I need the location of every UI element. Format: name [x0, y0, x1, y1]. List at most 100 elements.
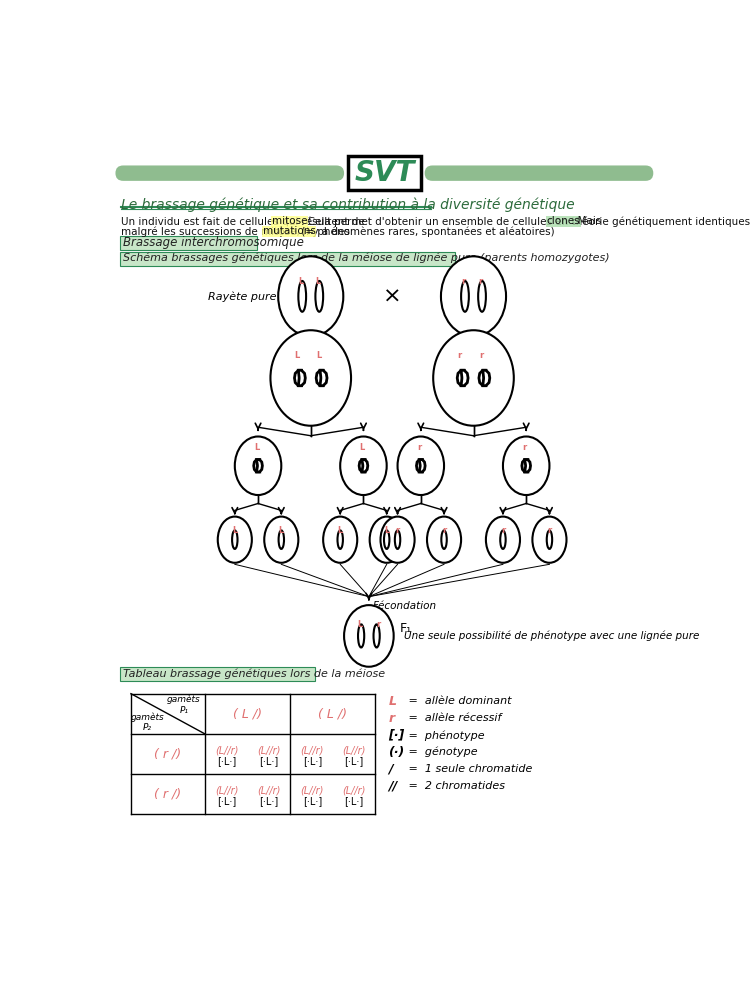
Text: r: r — [478, 277, 482, 286]
Text: L: L — [279, 526, 284, 535]
Text: [·]: [·] — [388, 729, 404, 742]
FancyBboxPatch shape — [120, 252, 455, 266]
Text: mutations: mutations — [262, 227, 316, 236]
FancyBboxPatch shape — [116, 166, 344, 181]
Text: gamèts
P₂: gamèts P₂ — [130, 712, 164, 733]
Text: (L//r): (L//r) — [215, 786, 238, 796]
Text: (L//r): (L//r) — [257, 786, 280, 796]
FancyBboxPatch shape — [120, 667, 316, 682]
Text: ×: × — [382, 286, 401, 306]
Text: L: L — [338, 526, 343, 535]
Ellipse shape — [358, 624, 364, 647]
Ellipse shape — [344, 605, 394, 667]
Text: [·L·]: [·L·] — [260, 755, 278, 765]
Text: r: r — [417, 443, 422, 452]
Text: [·L·]: [·L·] — [344, 796, 364, 805]
Polygon shape — [461, 370, 468, 386]
Text: r: r — [388, 712, 394, 725]
Polygon shape — [298, 370, 305, 386]
Ellipse shape — [370, 517, 404, 563]
Ellipse shape — [461, 281, 469, 312]
Text: [·L·]: [·L·] — [217, 755, 237, 765]
Polygon shape — [295, 370, 302, 386]
Text: =  phénotype: = phénotype — [405, 730, 485, 741]
Text: r: r — [395, 526, 400, 535]
Text: L: L — [384, 526, 389, 535]
Text: P₂: P₂ — [467, 257, 480, 270]
Text: =  génotype: = génotype — [405, 747, 478, 757]
Polygon shape — [359, 460, 365, 472]
Ellipse shape — [316, 281, 323, 312]
Ellipse shape — [235, 437, 281, 495]
Text: L: L — [254, 443, 260, 452]
Ellipse shape — [217, 517, 252, 563]
Text: ( r /): ( r /) — [154, 748, 182, 760]
Text: . Mais: . Mais — [572, 216, 602, 227]
Polygon shape — [458, 370, 464, 386]
Ellipse shape — [271, 331, 351, 426]
Text: Fécondation: Fécondation — [373, 601, 436, 611]
Text: . Cela permet d'obtenir un ensemble de cellules en théorie génétiquement identiq: . Cela permet d'obtenir un ensemble de c… — [302, 216, 750, 227]
Text: L: L — [316, 351, 321, 360]
Polygon shape — [254, 460, 260, 472]
Polygon shape — [316, 370, 323, 386]
Text: L: L — [294, 351, 299, 360]
Text: L: L — [315, 277, 320, 286]
FancyBboxPatch shape — [120, 235, 257, 250]
Text: clones: clones — [546, 216, 580, 227]
Text: r: r — [461, 277, 466, 286]
Text: /: / — [388, 762, 393, 776]
Text: (L//r): (L//r) — [301, 786, 324, 796]
Text: ( r /): ( r /) — [154, 788, 182, 800]
Ellipse shape — [500, 531, 506, 549]
Text: ( L /): ( L /) — [232, 707, 262, 720]
Text: (L//r): (L//r) — [343, 786, 366, 796]
Text: L: L — [232, 526, 238, 535]
Polygon shape — [416, 460, 422, 472]
Text: [·L·]: [·L·] — [217, 796, 237, 805]
Text: Tableau brassage génétiques lors de la méiose: Tableau brassage génétiques lors de la m… — [123, 668, 386, 679]
Text: (= phénomènes rares, spontanées et aléatoires): (= phénomènes rares, spontanées et aléat… — [298, 227, 555, 236]
Ellipse shape — [278, 531, 284, 549]
Polygon shape — [362, 460, 368, 472]
Polygon shape — [419, 460, 425, 472]
Text: =  allèle dominant: = allèle dominant — [405, 697, 512, 706]
Text: r: r — [442, 526, 446, 535]
Ellipse shape — [486, 517, 520, 563]
Text: //: // — [388, 780, 398, 793]
Ellipse shape — [441, 531, 447, 549]
Text: [·L·]: [·L·] — [303, 796, 322, 805]
Text: r: r — [523, 443, 526, 452]
Ellipse shape — [441, 256, 506, 336]
Polygon shape — [320, 370, 327, 386]
Ellipse shape — [532, 517, 566, 563]
Text: Schéma brassages génétiques lors de la méiose de lignée pure (parents homozygote: Schéma brassages génétiques lors de la m… — [123, 253, 610, 263]
Text: Un individu est fait de cellules qui résultent de: Un individu est fait de cellules qui rés… — [121, 216, 368, 227]
Text: L: L — [388, 695, 396, 708]
Text: (L//r): (L//r) — [343, 746, 366, 755]
FancyBboxPatch shape — [424, 166, 653, 181]
Ellipse shape — [398, 437, 444, 495]
Polygon shape — [479, 370, 486, 386]
Text: r: r — [501, 526, 505, 535]
Text: (L//r): (L//r) — [257, 746, 280, 755]
Text: =  2 chromatides: = 2 chromatides — [405, 781, 506, 791]
Ellipse shape — [340, 437, 387, 495]
Ellipse shape — [433, 331, 514, 426]
Text: SVT: SVT — [354, 159, 415, 187]
Text: Une seule possibilité de phénotype avec une lignée pure: Une seule possibilité de phénotype avec … — [404, 631, 699, 642]
Ellipse shape — [323, 517, 357, 563]
Text: (·): (·) — [388, 746, 404, 758]
Polygon shape — [525, 460, 530, 472]
Text: malgré les successions de mitose, il y a des: malgré les successions de mitose, il y a… — [121, 227, 353, 236]
Text: Rayète pure :: Rayète pure : — [209, 291, 284, 301]
Polygon shape — [522, 460, 528, 472]
Text: L: L — [298, 277, 303, 286]
Ellipse shape — [478, 281, 486, 312]
Ellipse shape — [298, 281, 306, 312]
Ellipse shape — [394, 531, 400, 549]
Text: Le brassage génétique et sa contribution à la diversité génétique: Le brassage génétique et sa contribution… — [121, 197, 574, 212]
Ellipse shape — [503, 437, 550, 495]
Text: [·L·]: [·L·] — [260, 796, 278, 805]
Text: L: L — [357, 620, 362, 629]
